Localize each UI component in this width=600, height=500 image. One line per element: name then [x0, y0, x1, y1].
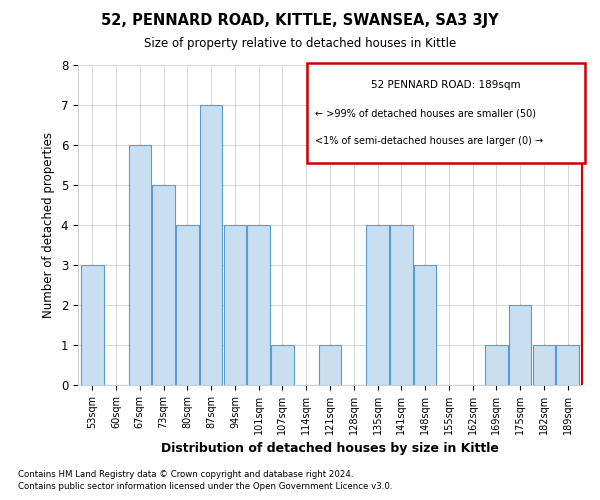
Text: Contains HM Land Registry data © Crown copyright and database right 2024.: Contains HM Land Registry data © Crown c…	[18, 470, 353, 479]
Text: Size of property relative to detached houses in Kittle: Size of property relative to detached ho…	[144, 38, 456, 51]
Bar	[152, 185, 175, 385]
Bar	[128, 145, 151, 385]
Bar	[81, 265, 104, 385]
Bar	[319, 345, 341, 385]
Bar	[485, 345, 508, 385]
Text: Contains public sector information licensed under the Open Government Licence v3: Contains public sector information licen…	[18, 482, 392, 491]
Bar	[390, 225, 413, 385]
Bar	[224, 225, 246, 385]
Bar	[556, 345, 579, 385]
Bar	[176, 225, 199, 385]
Bar	[271, 345, 294, 385]
Bar	[414, 265, 436, 385]
Bar	[509, 305, 532, 385]
FancyBboxPatch shape	[307, 64, 584, 162]
X-axis label: Distribution of detached houses by size in Kittle: Distribution of detached houses by size …	[161, 442, 499, 456]
Bar	[200, 105, 223, 385]
Bar	[533, 345, 555, 385]
Y-axis label: Number of detached properties: Number of detached properties	[42, 132, 55, 318]
Text: <1% of semi-detached houses are larger (0) →: <1% of semi-detached houses are larger (…	[315, 136, 543, 146]
Bar	[366, 225, 389, 385]
Bar	[247, 225, 270, 385]
Text: 52 PENNARD ROAD: 189sqm: 52 PENNARD ROAD: 189sqm	[371, 80, 521, 90]
Text: 52, PENNARD ROAD, KITTLE, SWANSEA, SA3 3JY: 52, PENNARD ROAD, KITTLE, SWANSEA, SA3 3…	[101, 12, 499, 28]
Text: ← >99% of detached houses are smaller (50): ← >99% of detached houses are smaller (5…	[315, 108, 536, 118]
